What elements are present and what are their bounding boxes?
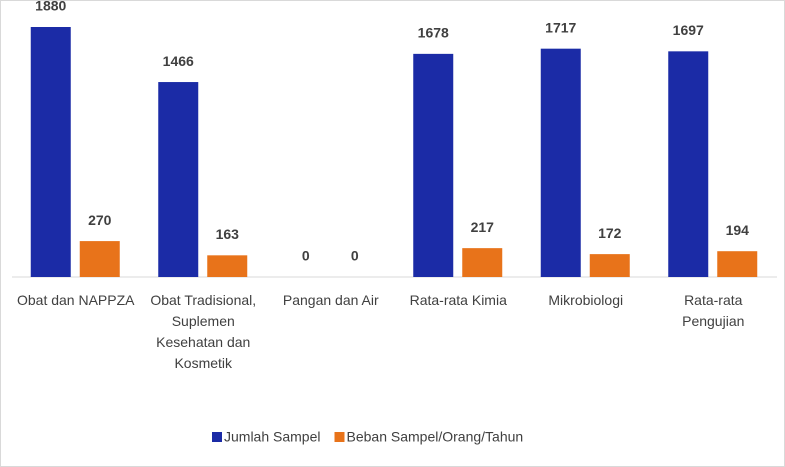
value-label: 194: [726, 222, 750, 238]
value-label: 217: [471, 219, 495, 235]
value-label: 0: [302, 248, 310, 264]
value-label: 1697: [673, 22, 704, 38]
value-label: 1678: [418, 25, 449, 41]
value-label: 0: [351, 248, 359, 264]
value-label: 172: [598, 225, 622, 241]
value-label: 1880: [35, 0, 66, 14]
bar: [540, 48, 581, 277]
value-label: 163: [216, 226, 240, 242]
x-tick-label: Rata-rata Pengujian: [682, 292, 745, 329]
legend-label: Jumlah Sampel: [224, 429, 321, 445]
value-label: 1466: [163, 53, 194, 69]
legend-label: Beban Sampel/Orang/Tahun: [347, 429, 524, 445]
x-tick-label: Obat Tradisional, Suplemen Kesehatan dan…: [150, 292, 257, 371]
x-tick-label: Mikrobiologi: [548, 292, 624, 308]
value-label: 270: [88, 212, 112, 228]
bar: [207, 255, 248, 277]
bar: [30, 27, 71, 277]
legend-swatch: [334, 432, 345, 442]
bar: [413, 53, 454, 278]
bar: [589, 254, 630, 277]
bar: [462, 248, 503, 277]
legend-swatch: [212, 432, 222, 442]
bar: [717, 251, 758, 277]
bar: [668, 51, 709, 277]
x-tick-label: Pangan dan Air: [282, 292, 379, 308]
x-tick-label: Rata-rata Kimia: [409, 292, 507, 308]
bar: [79, 241, 120, 277]
bar: [158, 82, 199, 277]
x-tick-label: Obat dan NAPPZA: [16, 292, 135, 308]
value-label: 1717: [545, 19, 576, 35]
